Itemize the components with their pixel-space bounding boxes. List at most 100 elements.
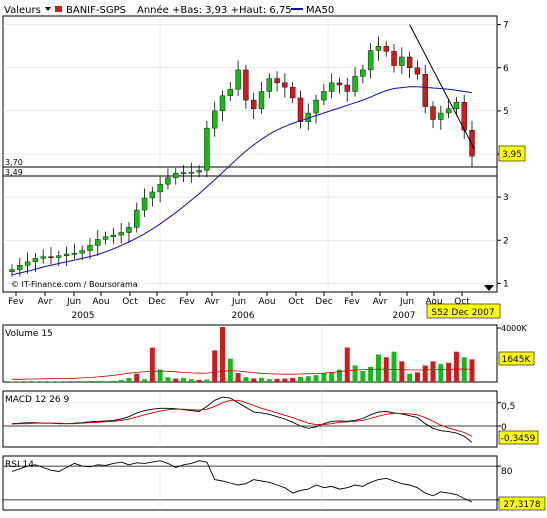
candle-body	[267, 79, 272, 92]
x-tick-label: Dec	[315, 297, 332, 307]
candle-body	[48, 257, 53, 258]
volume-bar	[462, 357, 467, 382]
candle-body	[368, 51, 373, 70]
volume-bar	[446, 363, 451, 382]
volume-bar	[212, 350, 217, 382]
volume-bar	[134, 374, 139, 382]
candle-body	[384, 46, 389, 51]
candle-body	[181, 173, 186, 174]
x-tick-label: Jun	[399, 297, 414, 307]
macd-title: MACD 12 26 9	[5, 395, 69, 405]
candle-body	[41, 257, 46, 259]
price-tick-label: 7	[503, 21, 509, 31]
volume-bar	[80, 381, 85, 382]
volume-bar	[173, 379, 178, 382]
volume-bar	[314, 375, 319, 382]
candle-body	[446, 109, 451, 113]
candle-body	[399, 57, 404, 66]
price-tick-label: 3	[503, 193, 509, 203]
year-label: 2005	[72, 311, 95, 321]
candle-body	[95, 239, 100, 245]
candle-body	[314, 100, 319, 113]
rsi-title: RSI 14	[5, 460, 34, 470]
macd-tick-05: 0,5	[501, 402, 515, 412]
candle-body	[56, 256, 61, 258]
volume-panel: Volume 15 4000K 1645K	[3, 324, 534, 382]
candle-body	[212, 111, 217, 128]
price-tick-label: 5	[503, 107, 509, 117]
rsi-tick-80: 80	[501, 467, 513, 477]
volume-bar	[415, 372, 420, 382]
candle-body	[72, 253, 77, 254]
candle-body	[321, 91, 326, 100]
volume-bar	[345, 348, 350, 382]
candle-body	[423, 74, 428, 106]
volume-bar	[329, 372, 334, 382]
x-tick-label: Aou	[258, 297, 275, 307]
x-tick-label: Aou	[92, 297, 109, 307]
volume-bar	[189, 379, 194, 382]
volume-bar	[290, 378, 295, 382]
volume-bar	[399, 361, 404, 382]
volume-bar	[165, 377, 170, 382]
volume-bar	[158, 370, 163, 382]
volume-bar	[267, 379, 272, 382]
price-tick-label: 2	[503, 236, 509, 246]
candle-body	[275, 79, 280, 83]
volume-bar	[275, 379, 280, 382]
candle-body	[454, 102, 459, 108]
volume-title: Volume 15	[5, 329, 53, 339]
candle-body	[126, 227, 131, 232]
rsi-panel: RSI 14 80 27,3178	[3, 456, 545, 510]
volume-bar	[142, 379, 147, 382]
candle-body	[438, 113, 443, 119]
chevron-down-icon[interactable]	[45, 7, 51, 11]
candle-body	[150, 192, 155, 198]
candle-body	[87, 245, 92, 250]
support-line-label: 3,49	[5, 168, 23, 177]
price-tick-label: 1	[503, 279, 509, 289]
x-tick-label: Fev	[8, 297, 24, 307]
candle-body	[173, 173, 178, 177]
volume-bar	[126, 378, 131, 382]
support-line-label: 3,70	[5, 158, 23, 167]
volume-bar	[431, 361, 436, 382]
candle-body	[329, 83, 334, 92]
volume-tick-label: 4000K	[501, 324, 527, 333]
copyright-text: © IT-Finance.com / Boursorama	[11, 280, 138, 289]
volume-bar	[251, 378, 256, 382]
candle-body	[376, 46, 381, 50]
valeurs-label[interactable]: Valeurs	[4, 5, 41, 16]
candle-body	[407, 57, 412, 68]
macd-panel: MACD 12 26 9 0,5 0 -0,3459	[3, 391, 538, 447]
volume-bar	[150, 348, 155, 382]
rsi-last-value: 27,3178	[503, 500, 540, 510]
year-label: 2006	[232, 311, 255, 321]
candle-body	[10, 270, 15, 272]
x-tick-label: Dec	[148, 297, 165, 307]
volume-bar	[181, 378, 186, 382]
volume-bar	[64, 381, 69, 382]
last-price-value: 3,95	[502, 150, 522, 160]
ma-legend-label: MA50	[306, 5, 334, 16]
candle-body	[298, 98, 303, 122]
series-color-swatch	[55, 6, 62, 12]
volume-bar	[48, 381, 53, 382]
x-tick-label: Jun	[66, 297, 81, 307]
candle-body	[282, 83, 287, 87]
candle-body	[431, 107, 436, 120]
candle-body	[251, 100, 256, 109]
candle-body	[33, 258, 38, 261]
volume-bar	[407, 374, 412, 382]
macd-last-value: -0,3459	[501, 434, 536, 444]
x-tick-label: Fev	[179, 297, 195, 307]
date-badge-text: S52 Dec 2007	[431, 308, 494, 318]
candle-body	[134, 210, 139, 227]
candle-body	[337, 83, 342, 85]
volume-bar	[454, 352, 459, 382]
candle-body	[290, 87, 295, 98]
candle-body	[119, 232, 124, 235]
candle-body	[142, 198, 147, 210]
candle-body	[189, 172, 194, 173]
volume-bar	[376, 355, 381, 383]
